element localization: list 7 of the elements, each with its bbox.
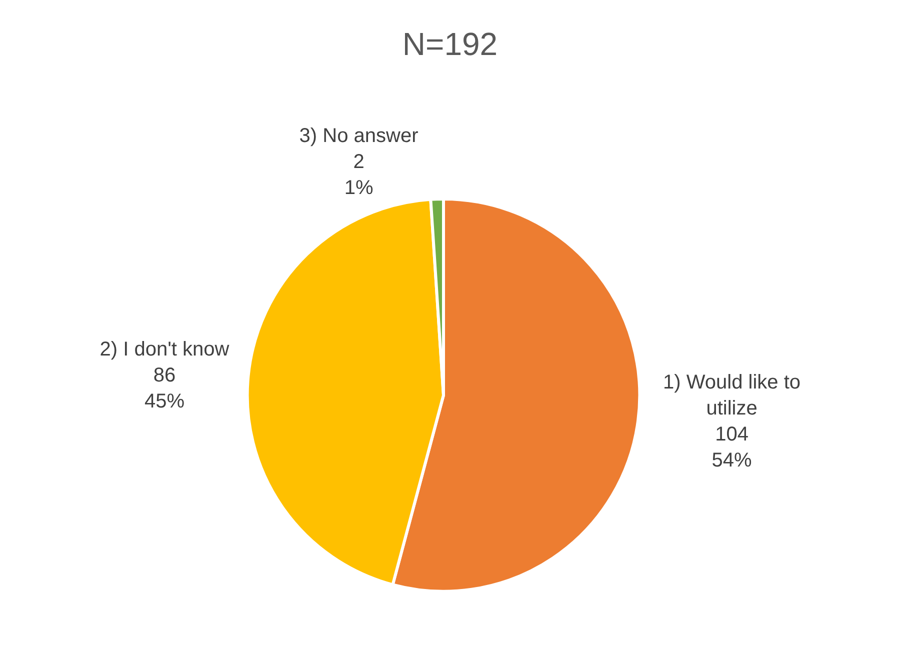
data-label: 86 45% <box>144 364 185 413</box>
data-label: 104 54% <box>712 424 752 472</box>
data-label: 2 1% <box>344 151 374 200</box>
slice-label: 1) Would like to utilize <box>663 372 801 420</box>
slice-label: 3) No answer <box>299 125 419 148</box>
chart-title: N=192 <box>402 26 498 62</box>
slice-label: 2) I don't know <box>100 338 230 361</box>
